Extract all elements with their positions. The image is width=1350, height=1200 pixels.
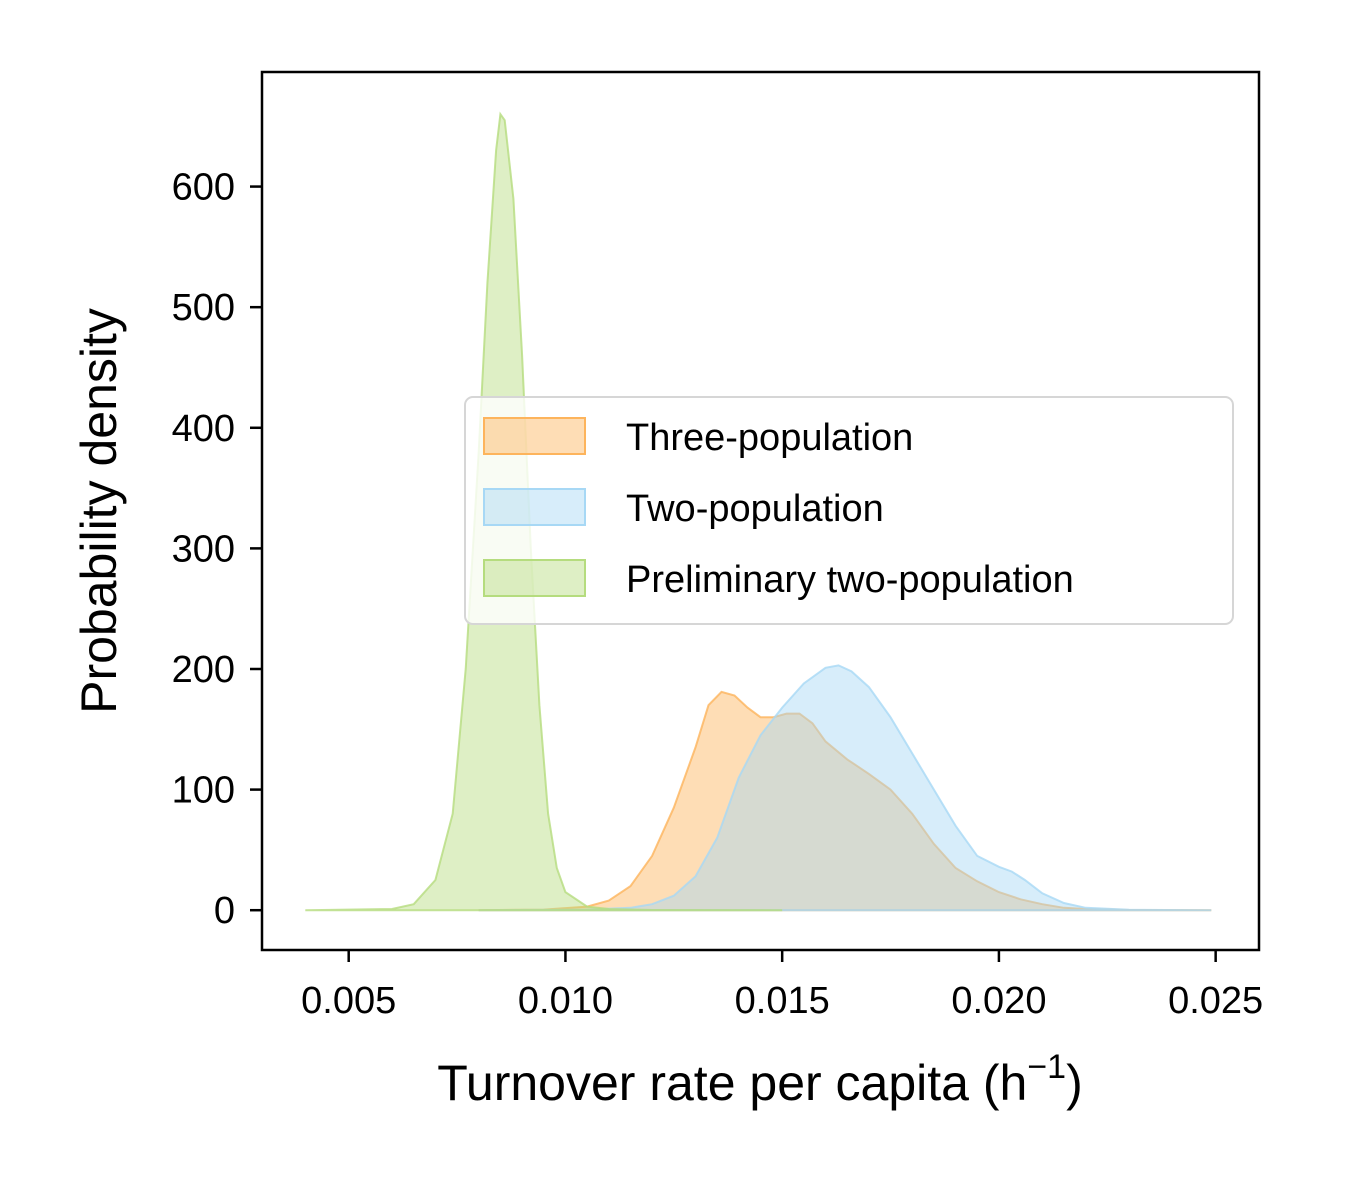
x-axis-title-suffix: ): [1066, 1055, 1083, 1111]
y-axis: 0 100 200 300 400 500 600: [172, 167, 262, 932]
y-tick-label: 200: [172, 649, 235, 691]
y-tick-label: 400: [172, 408, 235, 450]
x-axis-title-superscript: −1: [1027, 1048, 1066, 1086]
density-area-0: [478, 690, 1212, 912]
x-tick-label: 0.015: [735, 980, 830, 1022]
x-tick-label: 0.025: [1168, 980, 1263, 1022]
y-tick-label: 100: [172, 770, 235, 812]
legend-swatch-0: [483, 417, 586, 455]
y-tick-label: 600: [172, 167, 235, 209]
y-tick-label: 0: [214, 890, 235, 932]
x-axis-title: Turnover rate per capita (h−1): [437, 1048, 1083, 1111]
legend-label-1: Two-population: [626, 488, 884, 530]
y-axis-title: Probability density: [71, 308, 127, 714]
x-tick-label: 0.005: [301, 980, 396, 1022]
density-area-2: [305, 111, 783, 912]
density-areas: [305, 111, 1212, 912]
y-tick-label: 500: [172, 287, 235, 329]
plot-frame: [260, 70, 1261, 952]
x-tick-label: 0.010: [518, 980, 613, 1022]
legend-swatch-2: [483, 559, 586, 597]
density-area-1: [478, 664, 1212, 912]
legend-swatch-1: [483, 488, 586, 526]
legend-frame: [464, 396, 1234, 625]
x-tick-label: 0.020: [951, 980, 1046, 1022]
legend-label-0: Three-population: [626, 417, 913, 459]
legend: Three-population Two-population Preliminar…: [464, 396, 1234, 625]
x-axis: 0.005 0.010 0.015 0.020 0.025: [301, 950, 1263, 1022]
legend-label-2: Preliminary two-population: [626, 559, 1074, 601]
y-tick-label: 300: [172, 528, 235, 570]
